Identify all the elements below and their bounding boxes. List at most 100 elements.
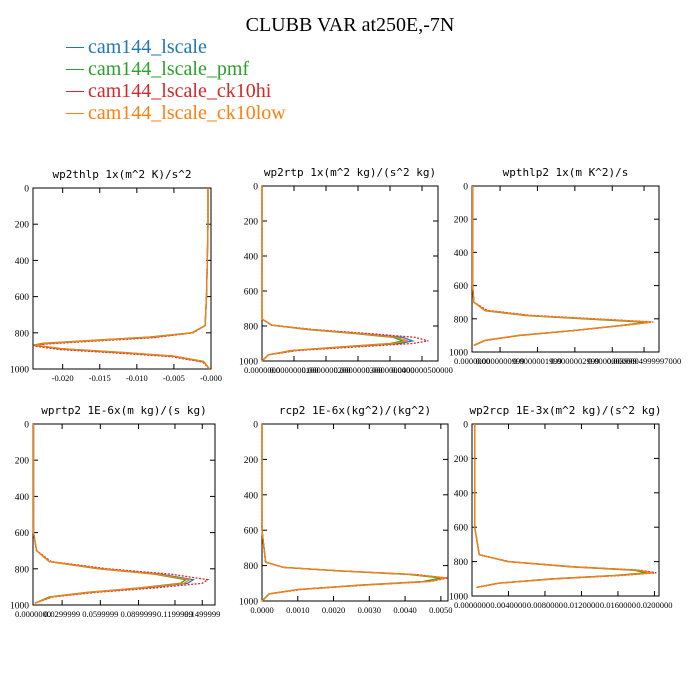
x-tick-label: 0.0000000200	[302, 365, 351, 375]
series-line	[474, 424, 651, 589]
y-tick-label: 800	[244, 562, 259, 572]
x-tick-label: 0.0000000500000	[391, 365, 453, 375]
y-tick-label: 800	[454, 315, 469, 325]
x-tick-label: 0.0200000	[636, 600, 672, 610]
x-tick-label: -0.020	[52, 373, 74, 383]
x-tick-label: 0.0080000	[527, 600, 563, 610]
y-tick-label: 200	[454, 455, 469, 465]
y-tick-label: 800	[244, 323, 259, 333]
panel-title: wp2thlp 1x(m^2 K)/s^2	[52, 168, 191, 181]
x-tick-label: 0.0010	[286, 605, 309, 615]
plot-frame	[471, 185, 660, 353]
y-tick-label: 800	[454, 558, 469, 568]
series-line	[261, 424, 449, 602]
y-tick-label: 600	[244, 288, 259, 298]
x-tick-label: 0.0000000	[454, 600, 490, 610]
x-tick-label: 0.1199999	[157, 609, 193, 619]
panel-title: wprtp2 1E-6x(m kg)/(s kg)	[41, 404, 207, 417]
y-tick-label: 1000	[449, 593, 468, 603]
y-tick-label: 1000	[10, 602, 29, 612]
panel-title: wp2rcp 1E-3x(m^2 kg)/(s^2 kg)	[469, 404, 661, 417]
legend-label: cam144_lscale_ck10hi	[88, 80, 272, 102]
series-line	[261, 424, 447, 602]
series-line	[471, 186, 648, 347]
x-tick-label: 0.0000004999997000	[607, 356, 681, 366]
y-tick-label: 0	[253, 183, 258, 193]
plot-frame	[261, 423, 449, 602]
series-line	[471, 186, 652, 346]
y-tick-label: 0	[253, 421, 258, 431]
x-tick-label: 0.0000002999	[550, 356, 599, 366]
x-tick-label: 0.0120000	[563, 600, 599, 610]
series-line	[474, 424, 648, 589]
legend-label: cam144_lscale_ck10low	[88, 102, 286, 124]
y-tick-label: 400	[454, 249, 469, 259]
y-tick-label: 0	[463, 421, 468, 431]
y-tick-label: 400	[454, 489, 469, 499]
legend-swatch	[66, 112, 84, 114]
legend-swatch	[66, 46, 84, 48]
plot-frame	[32, 187, 212, 370]
x-tick-label: 0.0040000	[490, 600, 526, 610]
y-tick-label: 0	[24, 185, 29, 195]
x-tick-label: 0.0899999	[120, 609, 156, 619]
x-tick-label: 0.0030	[358, 605, 381, 615]
y-tick-label: 1000	[10, 366, 29, 376]
x-tick-label: 0.0000000100	[270, 365, 319, 375]
plot-frame	[32, 423, 216, 606]
panel-title: wp2rtp 1x(m^2 kg)/(s^2 kg)	[264, 166, 436, 179]
series-line	[32, 424, 210, 604]
x-tick-label: 0.0599999	[82, 609, 118, 619]
x-tick-label: 0.0000000	[15, 609, 51, 619]
legend-swatch	[66, 68, 84, 70]
y-tick-label: 200	[244, 456, 259, 466]
y-tick-label: 1000	[239, 598, 258, 608]
y-tick-label: 200	[454, 216, 469, 226]
y-tick-label: 200	[244, 218, 259, 228]
y-tick-label: 600	[454, 282, 469, 292]
x-tick-label: -0.005	[163, 373, 185, 383]
legend-item-cam144-lscale: cam144_lscale	[66, 36, 286, 58]
x-tick-label: 0.0160000	[600, 600, 636, 610]
x-tick-label: -0.010	[126, 373, 148, 383]
x-tick-label: 0.0000000	[454, 356, 490, 366]
y-tick-label: 400	[15, 493, 30, 503]
legend-item-cam144-lscale-pmf: cam144_lscale_pmf	[66, 58, 286, 80]
legend-label: cam144_lscale_pmf	[88, 58, 250, 80]
panel-title: wpthlp2 1x(m K^2)/s	[503, 166, 629, 179]
y-tick-label: 0	[463, 183, 468, 193]
series-line	[32, 424, 192, 604]
y-tick-label: 600	[454, 524, 469, 534]
y-tick-label: 600	[15, 293, 30, 303]
series-line	[261, 186, 408, 362]
y-tick-label: 1000	[449, 349, 468, 359]
y-tick-label: 600	[15, 529, 30, 539]
series-line	[35, 188, 211, 370]
series-line	[32, 424, 188, 604]
x-tick-label: 0.0000000400	[366, 365, 415, 375]
figure-title: CLUBB VAR at250E,-7N	[245, 14, 455, 36]
x-tick-label: -0.015	[89, 373, 111, 383]
x-tick-label: -0.000	[200, 373, 222, 383]
x-tick-label: 0.0000	[250, 605, 273, 615]
series-line	[474, 424, 653, 589]
y-tick-label: 1000	[239, 358, 258, 368]
y-tick-label: 800	[15, 329, 30, 339]
series-line	[261, 186, 429, 362]
series-line	[474, 424, 657, 589]
y-tick-label: 600	[244, 527, 259, 537]
y-tick-label: 400	[244, 491, 259, 501]
y-tick-label: 400	[244, 253, 259, 263]
legend-swatch	[66, 90, 84, 92]
x-tick-label: 0.0000000	[244, 365, 280, 375]
x-tick-label: 0.0000000999	[476, 356, 525, 366]
x-tick-label: 0.0000000300	[334, 365, 383, 375]
x-tick-label: 0.0050	[429, 605, 452, 615]
legend: cam144_lscale cam144_lscale_pmf cam144_l…	[66, 36, 286, 124]
x-tick-label: 0.0020	[322, 605, 345, 615]
y-tick-label: 200	[15, 457, 30, 467]
plot-frame	[261, 185, 439, 362]
y-tick-label: 200	[15, 221, 30, 231]
